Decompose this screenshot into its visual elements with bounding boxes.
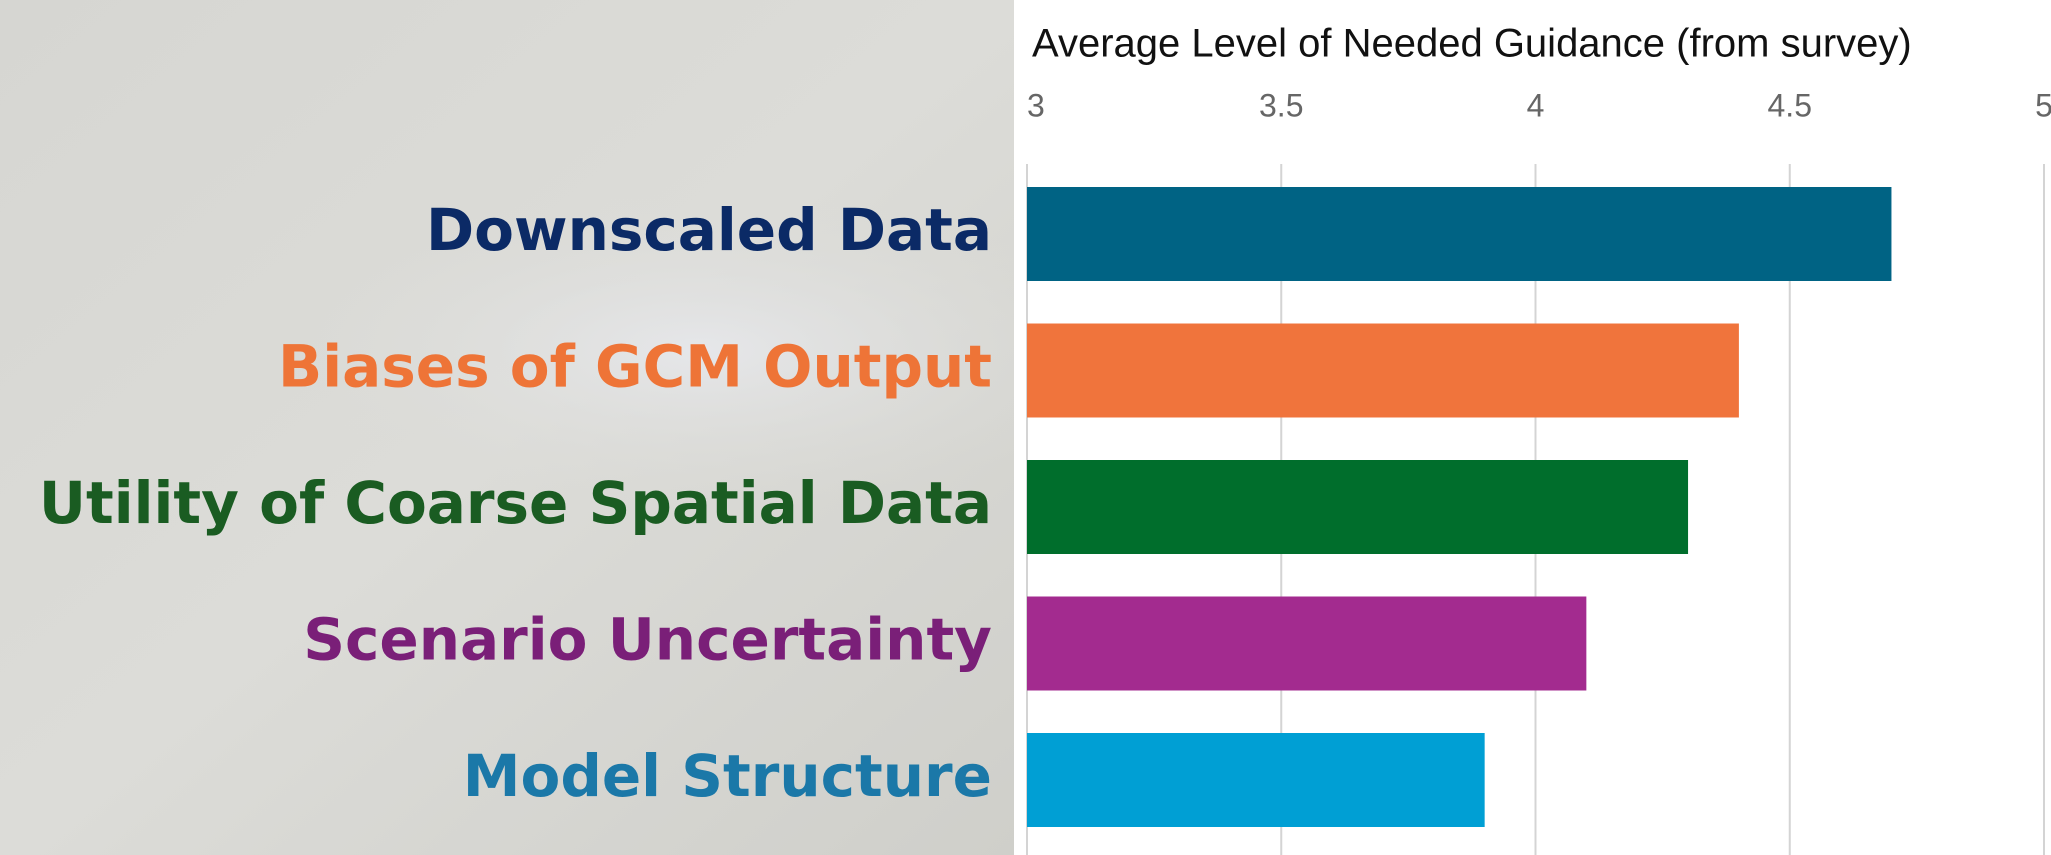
- chart-title: Average Level of Needed Guidance (from s…: [1032, 22, 1912, 66]
- category-label: Biases of GCM Output: [278, 333, 992, 401]
- background-lake: [280, 190, 1120, 510]
- bar: [1027, 733, 1485, 827]
- bar: [1027, 596, 1587, 691]
- bar: [1027, 187, 1892, 281]
- x-tick-label: 4.5: [1768, 87, 1812, 123]
- chart-panel: [1014, 0, 2051, 855]
- category-label: Utility of Coarse Spatial Data: [39, 469, 992, 537]
- category-label: Scenario Uncertainty: [303, 606, 992, 674]
- category-label: Downscaled Data: [426, 196, 992, 264]
- bar: [1027, 323, 1739, 418]
- x-tick-label: 5: [2035, 87, 2051, 123]
- x-tick-label: 4: [1527, 87, 1545, 123]
- bar: [1027, 460, 1689, 554]
- category-label: Model Structure: [463, 742, 992, 810]
- x-tick-label: 3: [1027, 87, 1045, 123]
- x-tick-label: 3.5: [1259, 87, 1303, 123]
